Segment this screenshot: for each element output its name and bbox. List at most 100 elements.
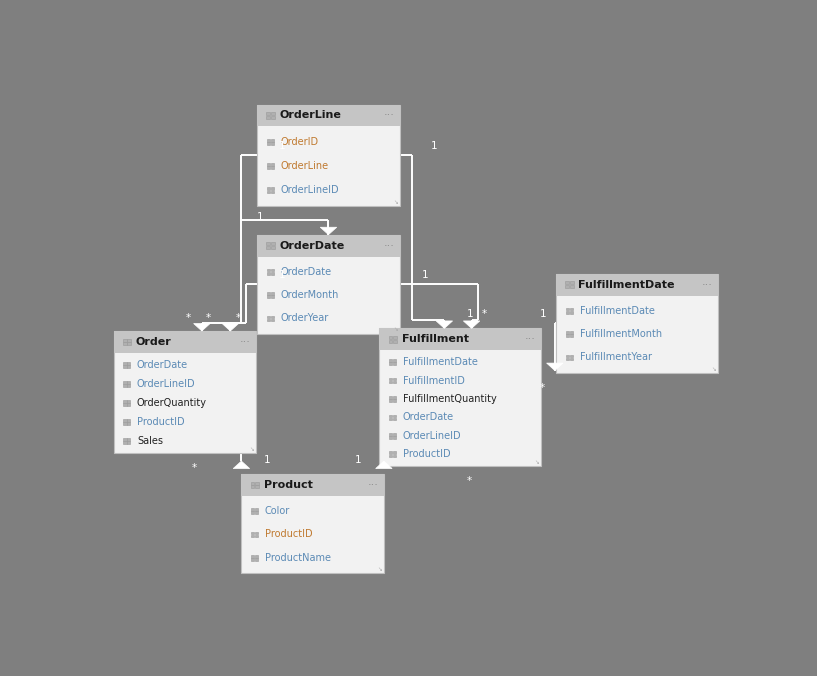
Bar — [393, 362, 396, 365]
Text: FulfillmentDate: FulfillmentDate — [403, 357, 478, 367]
Bar — [389, 336, 392, 339]
Text: *: * — [206, 314, 211, 324]
Bar — [393, 418, 396, 420]
Polygon shape — [376, 461, 392, 468]
Bar — [393, 381, 396, 383]
Text: OrderYear: OrderYear — [281, 314, 329, 323]
Text: Fulfillment: Fulfillment — [402, 335, 469, 344]
Bar — [267, 272, 270, 274]
Bar — [114, 331, 256, 353]
Bar — [271, 242, 275, 245]
Bar — [251, 482, 254, 485]
Polygon shape — [436, 321, 453, 329]
Text: Sales: Sales — [137, 436, 163, 446]
Bar — [252, 558, 254, 560]
Bar — [127, 366, 130, 368]
Text: OrderDate: OrderDate — [279, 241, 345, 251]
Bar — [127, 419, 130, 422]
Bar — [389, 433, 392, 435]
Bar — [257, 105, 400, 126]
Bar — [257, 235, 400, 256]
Text: FulfillmentDate: FulfillmentDate — [579, 306, 654, 316]
Bar — [252, 531, 254, 534]
Bar — [252, 535, 254, 537]
Bar — [569, 281, 574, 285]
Text: OrderLine: OrderLine — [279, 110, 342, 120]
Bar — [566, 331, 569, 334]
Text: ↘: ↘ — [377, 567, 382, 572]
Bar — [255, 535, 258, 537]
Bar — [389, 452, 392, 454]
Text: *: * — [539, 383, 545, 393]
Bar — [569, 358, 573, 360]
Bar — [266, 112, 270, 115]
Bar — [123, 441, 127, 444]
Bar — [127, 404, 130, 406]
Bar — [271, 187, 274, 190]
Bar — [379, 329, 541, 350]
Bar — [123, 362, 127, 365]
Bar — [389, 414, 392, 417]
Bar — [242, 474, 384, 496]
Text: OrderDate: OrderDate — [137, 360, 188, 370]
Bar — [267, 316, 270, 318]
Bar — [127, 441, 130, 444]
Bar — [123, 366, 127, 368]
Bar — [393, 396, 396, 399]
Bar — [389, 454, 392, 457]
Bar — [569, 335, 573, 337]
Bar — [123, 404, 127, 406]
Polygon shape — [547, 363, 563, 370]
Bar — [271, 316, 274, 318]
Text: *: * — [235, 314, 240, 324]
Text: Product: Product — [264, 480, 312, 490]
Bar — [389, 400, 392, 402]
Bar — [267, 143, 270, 145]
Bar — [123, 422, 127, 425]
Bar — [566, 308, 569, 310]
Bar — [389, 339, 392, 343]
Bar — [271, 191, 274, 193]
Bar — [267, 292, 270, 295]
Bar — [556, 274, 717, 295]
Bar — [255, 485, 259, 489]
Text: 1: 1 — [540, 309, 547, 319]
Bar — [389, 381, 392, 383]
Bar — [569, 331, 573, 334]
Bar — [389, 418, 392, 420]
Bar — [566, 311, 569, 314]
Text: 1: 1 — [279, 141, 286, 151]
Bar — [267, 166, 270, 169]
Bar — [569, 285, 574, 288]
Text: ↘: ↘ — [249, 448, 254, 452]
Text: ProductID: ProductID — [403, 450, 450, 459]
Text: *: * — [185, 314, 190, 324]
Text: OrderDate: OrderDate — [281, 267, 332, 276]
Bar — [127, 339, 131, 341]
Text: ↘: ↘ — [711, 366, 716, 372]
Bar — [127, 342, 131, 345]
Bar — [271, 112, 275, 115]
Bar — [393, 400, 396, 402]
Bar — [565, 285, 569, 288]
Bar — [255, 555, 258, 558]
Text: Order: Order — [136, 337, 172, 347]
Bar — [123, 385, 127, 387]
Bar — [267, 295, 270, 298]
Text: *: * — [467, 476, 472, 486]
Bar — [255, 508, 258, 511]
Bar — [127, 422, 130, 425]
Text: 1: 1 — [431, 141, 438, 151]
Bar — [127, 400, 130, 403]
Bar — [123, 342, 127, 345]
Bar — [271, 246, 275, 249]
Bar — [123, 339, 127, 341]
Bar — [271, 318, 274, 321]
Bar — [252, 555, 254, 558]
Text: *: * — [482, 309, 487, 319]
Text: 1: 1 — [422, 270, 428, 280]
Text: FulfillmentYear: FulfillmentYear — [579, 352, 651, 362]
Bar — [389, 362, 392, 365]
Polygon shape — [222, 324, 239, 331]
Bar — [252, 508, 254, 511]
